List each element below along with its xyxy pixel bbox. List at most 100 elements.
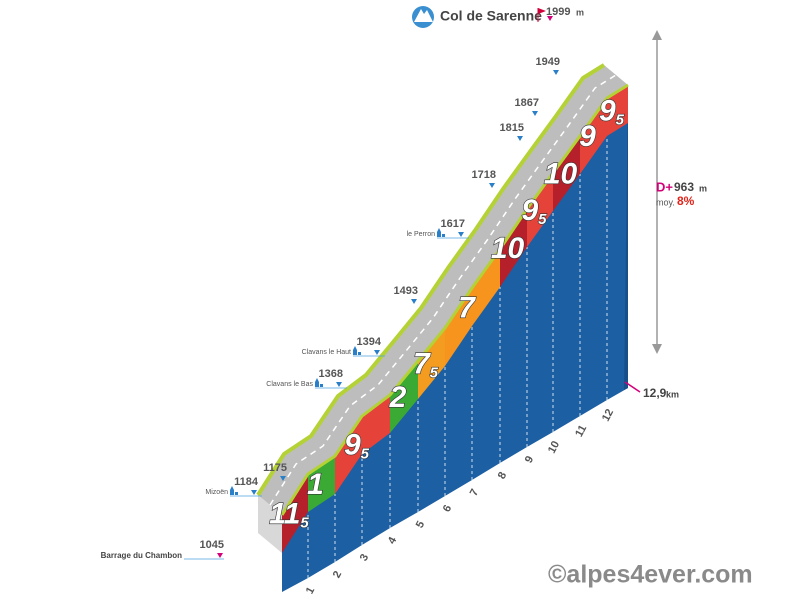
altitude-marker (489, 183, 495, 188)
gradient-whole: 10 (491, 232, 525, 265)
altitude-label: 1718 (472, 169, 496, 181)
altitude-marker (217, 553, 223, 558)
place-name: Clavans le Bas (266, 381, 313, 388)
road-edge (280, 83, 629, 516)
gradient-whole: 9 (579, 120, 596, 153)
gradient-band (335, 395, 390, 494)
km-tick-label: 8 (496, 470, 509, 481)
altitude-marker (374, 350, 380, 355)
gradient-whole: 10 (544, 157, 578, 190)
gradient-label: 75 (413, 347, 439, 381)
place-name: le Perron (407, 231, 436, 238)
altitude-marker (547, 16, 553, 21)
km-tick-label: 2 (331, 569, 344, 580)
altitude-label: 1394 (357, 336, 382, 348)
road-end (258, 495, 282, 553)
credit: ©alpes4ever.com (548, 561, 753, 589)
climb-value: 963 (674, 180, 694, 194)
gradient-label: 95 (599, 94, 625, 128)
gradient-decimal: 5 (538, 211, 547, 228)
gradient-band (580, 98, 607, 174)
climb-label: D+ (656, 179, 673, 194)
gradient-band (607, 85, 628, 136)
gradient-decimal: 5 (361, 445, 370, 462)
altitude-marker (251, 490, 257, 495)
gradient-band (282, 474, 308, 553)
altitude-marker (532, 111, 538, 116)
km-tick-label: 1 (304, 585, 317, 596)
village-icon (315, 378, 323, 387)
road-edge (256, 63, 606, 497)
gradient-label: 2 (389, 381, 407, 414)
shapes (256, 63, 629, 592)
place-name: Clavans le Haut (302, 349, 351, 356)
gradient-band (527, 173, 553, 247)
flag (538, 8, 546, 14)
wall-side (624, 85, 628, 390)
altitude-marker (336, 382, 342, 387)
gradient-whole: 9 (521, 194, 538, 227)
start-name: Barrage du Chambon (101, 551, 182, 560)
altitude-marker (553, 70, 559, 75)
altitude-marker (458, 232, 464, 237)
avg-value: 8% (677, 194, 695, 208)
altitude-label: 1617 (441, 218, 465, 230)
altitude-label: 1045 (200, 539, 224, 551)
km-tick-label: 5 (414, 519, 427, 530)
distance-marker (624, 381, 641, 393)
village-icon (437, 228, 445, 237)
altitude-label: 1175 (263, 462, 287, 474)
altitude-label: 1815 (500, 122, 524, 134)
gradient-whole: 1 (307, 468, 324, 501)
altitude-marker (411, 299, 417, 304)
village-icon (230, 486, 238, 495)
gradient-decimal: 5 (430, 364, 439, 381)
km-tick-label: 12 (600, 407, 616, 423)
km-tick-label: 4 (386, 534, 400, 546)
gradient-label: 7 (458, 291, 476, 324)
road-centre (269, 74, 617, 506)
altitude-label: 1949 (536, 56, 560, 68)
summit-altitude: 1999 (546, 6, 570, 18)
gradient-band (418, 328, 445, 399)
gradient-label: 9 (579, 120, 596, 153)
gradient-label: 1 (307, 468, 324, 501)
gradient-whole: 11 (269, 497, 300, 530)
km-tick-label: 7 (468, 487, 481, 498)
summit-icon-peak (414, 9, 433, 22)
village-icon (353, 346, 361, 355)
altitude-marker (280, 476, 286, 481)
altitude-label: 1493 (394, 285, 418, 297)
gradient-label: 10 (491, 232, 525, 265)
gradient-label: 10 (544, 157, 578, 190)
summit-unit: m (576, 7, 584, 17)
altitude-marker (517, 136, 523, 141)
distance-value: 12,9 (643, 386, 667, 400)
altitude-label: 1368 (319, 368, 343, 380)
gradient-label: 95 (521, 194, 547, 228)
gradient-decimal: 5 (300, 514, 309, 531)
avg-label: moy. (656, 197, 675, 207)
place-name: Mizoën (205, 489, 228, 496)
distance-unit: km (666, 389, 679, 399)
gradient-whole: 9 (599, 94, 616, 127)
gradient-decimal: 5 (616, 111, 625, 128)
km-tick-label: 3 (358, 552, 371, 563)
gradient-whole: 9 (344, 428, 361, 461)
climb-unit: m (699, 183, 707, 193)
gradient-whole: 2 (389, 381, 407, 414)
gradient-band (445, 249, 500, 366)
gradient-label: 95 (344, 428, 370, 462)
gradient-band (500, 209, 527, 287)
gradient-whole: 7 (413, 347, 431, 380)
road (258, 65, 628, 515)
gradient-whole: 7 (458, 291, 476, 324)
km-tick-label: 9 (523, 454, 536, 465)
altitude-label: 1184 (234, 476, 259, 488)
summit-name: Col de Sarenne (440, 8, 542, 24)
km-tick-label: 10 (546, 439, 562, 455)
gradient-label: 115 (269, 497, 309, 531)
km-tick-label: 6 (441, 503, 454, 514)
km-tick-label: 11 (573, 423, 589, 439)
